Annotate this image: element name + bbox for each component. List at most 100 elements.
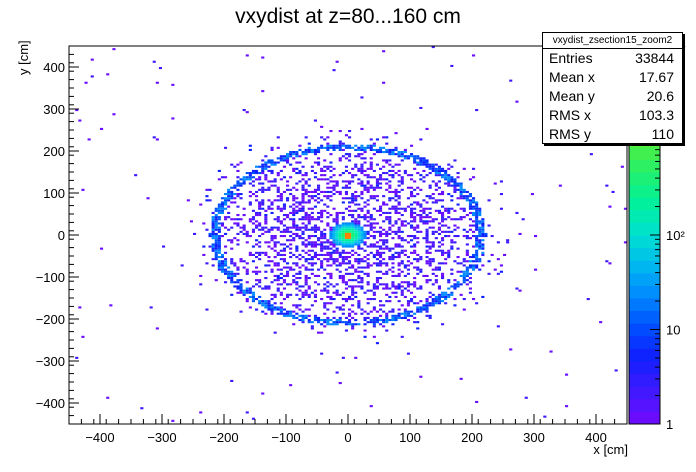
heatmap-cell <box>437 226 441 229</box>
heatmap-cell <box>282 190 286 193</box>
heatmap-cell <box>372 153 376 156</box>
heatmap-cell <box>410 207 414 210</box>
y-tick-label: −400 <box>36 396 65 411</box>
heatmap-cell <box>354 285 358 288</box>
heatmap-cell <box>341 222 345 225</box>
heatmap-cell <box>363 157 367 160</box>
y-tick-label: −300 <box>36 354 65 369</box>
heatmap-cell <box>282 214 286 217</box>
heatmap-cell <box>406 289 410 292</box>
heatmap-cell <box>320 298 324 301</box>
heatmap-cell <box>348 155 352 158</box>
heatmap-cell <box>351 245 355 248</box>
heatmap-cell <box>320 230 324 233</box>
heatmap-cell <box>214 214 218 217</box>
heatmap-cell <box>453 188 457 191</box>
heatmap-cell <box>481 222 485 225</box>
heatmap-cell <box>264 209 268 212</box>
heatmap-cell <box>413 220 417 223</box>
heatmap-cell <box>255 190 259 193</box>
heatmap-cell <box>307 222 311 225</box>
heatmap-cell <box>224 264 228 267</box>
heatmap-cell <box>320 243 324 246</box>
heatmap-cell <box>282 176 286 179</box>
heatmap-cell <box>462 167 466 170</box>
heatmap-cell <box>304 314 308 317</box>
heatmap-cell <box>437 300 441 303</box>
heatmap-cell <box>276 161 280 164</box>
heatmap-cell <box>317 193 321 196</box>
heatmap-cell <box>363 230 367 233</box>
heatmap-cell <box>406 222 410 225</box>
heatmap-cell <box>258 270 262 273</box>
heatmap-cell <box>282 247 286 250</box>
heatmap-cell <box>217 268 221 271</box>
heatmap-cell <box>338 146 342 149</box>
heatmap-cell <box>468 272 472 275</box>
heatmap-cell <box>332 148 336 151</box>
heatmap-cell <box>431 283 435 286</box>
x-tick-label: 0 <box>344 430 351 445</box>
heatmap-cell <box>379 176 383 179</box>
heatmap-cell <box>428 226 432 229</box>
heatmap-cell <box>310 268 314 271</box>
heatmap-cell <box>437 232 441 235</box>
heatmap-cell <box>332 232 336 235</box>
heatmap-cell <box>351 266 355 269</box>
heatmap-cell <box>282 155 286 158</box>
heatmap-cell <box>428 245 432 248</box>
heatmap-cell <box>437 199 441 202</box>
heatmap-cell <box>348 146 352 149</box>
heatmap-cell <box>258 203 262 206</box>
heatmap-cell <box>282 281 286 284</box>
heatmap-cell <box>279 272 283 275</box>
heatmap-cell <box>369 222 373 225</box>
heatmap-cell <box>338 228 342 231</box>
heatmap-cell <box>304 289 308 292</box>
heatmap-cell <box>273 237 277 240</box>
heatmap-cell <box>369 289 373 292</box>
heatmap-cell <box>264 165 268 168</box>
heatmap-cell <box>400 180 404 183</box>
heatmap-cell <box>363 201 367 204</box>
x-tick-label: 100 <box>399 430 421 445</box>
heatmap-cell <box>307 142 311 145</box>
heatmap-cell <box>354 224 358 227</box>
heatmap-cell <box>341 201 345 204</box>
heatmap-cell <box>276 188 280 191</box>
heatmap-cell <box>354 155 358 158</box>
heatmap-cell <box>255 251 259 254</box>
heatmap-cell <box>462 188 466 191</box>
heatmap-cell <box>282 224 286 227</box>
heatmap-cell <box>372 323 376 326</box>
heatmap-cell <box>456 262 460 265</box>
heatmap-cell <box>478 222 482 225</box>
heatmap-cell <box>267 180 271 183</box>
heatmap-cell <box>586 298 590 301</box>
heatmap-cell <box>400 214 404 217</box>
heatmap-cell <box>379 230 383 233</box>
y-tick-label: 100 <box>43 186 65 201</box>
heatmap-cell <box>419 287 423 290</box>
heatmap-cell <box>478 209 482 212</box>
heatmap-cell <box>403 274 407 277</box>
heatmap-cell <box>372 226 376 229</box>
heatmap-cell <box>372 188 376 191</box>
heatmap-cell <box>335 239 339 242</box>
heatmap-cell <box>475 216 479 219</box>
heatmap-cell <box>217 266 221 269</box>
heatmap-cell <box>233 285 237 288</box>
heatmap-cell <box>301 230 305 233</box>
heatmap-cell <box>388 163 392 166</box>
heatmap-cell <box>447 281 451 284</box>
heatmap-cell <box>267 308 271 311</box>
heatmap-cell <box>406 256 410 259</box>
heatmap-cell <box>354 237 358 240</box>
heatmap-cell <box>236 180 240 183</box>
heatmap-cell <box>534 268 538 271</box>
heatmap-cell <box>450 64 454 67</box>
heatmap-cell <box>372 316 376 319</box>
heatmap-cell <box>425 220 429 223</box>
heatmap-cell <box>413 201 417 204</box>
heatmap-cell <box>214 243 218 246</box>
